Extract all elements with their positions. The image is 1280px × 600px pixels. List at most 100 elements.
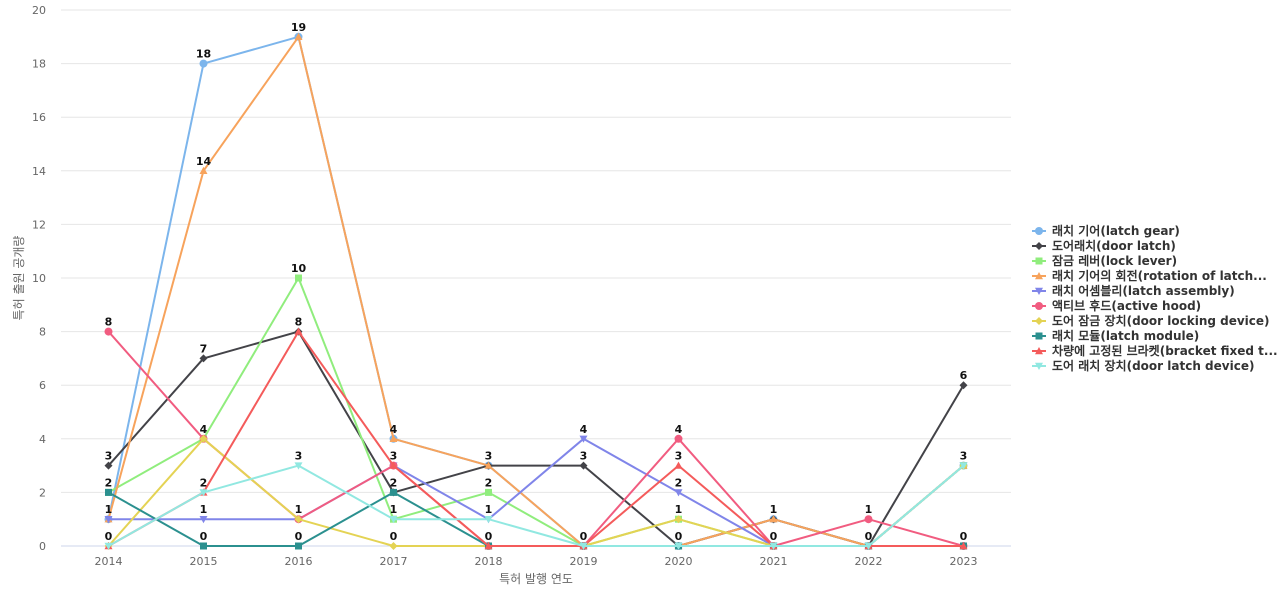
data-label: 6 (960, 369, 968, 382)
legend-item: 도어래치(door latch) (1032, 238, 1176, 253)
data-point (199, 59, 208, 68)
y-tick-label: 16 (32, 111, 46, 124)
legend-symbol (1035, 332, 1043, 340)
data-point (674, 434, 683, 443)
y-tick-label: 4 (39, 433, 46, 446)
data-label: 0 (675, 530, 683, 543)
data-point (104, 516, 113, 524)
legend-item: 잠금 레버(lock lever) (1032, 253, 1177, 268)
data-point (295, 274, 302, 282)
data-label: 4 (390, 423, 398, 436)
data-label: 1 (105, 503, 113, 516)
data-point (294, 32, 303, 40)
data-label: 3 (580, 450, 588, 463)
data-point (769, 515, 778, 523)
data-point (294, 327, 303, 335)
data-label: 8 (295, 316, 303, 329)
y-tick-label: 6 (39, 379, 46, 392)
data-label: 3 (295, 450, 303, 463)
data-label: 14 (196, 155, 212, 168)
data-label: 3 (675, 450, 683, 463)
data-label: 8 (105, 316, 113, 329)
data-point (674, 542, 683, 550)
legend-label: 래치 기어의 회전(rotation of latch... (1052, 268, 1267, 283)
x-tick-label: 2017 (380, 555, 408, 568)
data-label: 2 (105, 476, 113, 489)
legend-item: 차량에 고정된 브라켓(bracket fixed t... (1032, 343, 1278, 358)
legend-symbol (1035, 257, 1043, 265)
data-label: 0 (485, 530, 493, 543)
data-point (674, 489, 683, 497)
data-point (389, 516, 398, 524)
data-point (485, 488, 492, 496)
legend-item: 래치 모듈(latch module) (1032, 328, 1199, 343)
x-tick-label: 2022 (855, 555, 883, 568)
legend-label: 액티브 후드(active hood) (1052, 298, 1201, 313)
axes: 특허 발행 연도 특허 출원 공개량 024681012141618202014… (12, 4, 978, 586)
series-line (107, 35, 965, 547)
data-label: 0 (390, 530, 398, 543)
data-point (389, 434, 398, 442)
data-point (199, 354, 208, 363)
data-label: 2 (390, 476, 398, 489)
data-point (959, 462, 968, 470)
data-point (674, 461, 683, 469)
y-tick-label: 10 (32, 272, 46, 285)
legend-symbol (1035, 362, 1043, 370)
legend-item: 래치 기어(latch gear) (1032, 223, 1180, 238)
legend-label: 래치 모듈(latch module) (1052, 328, 1199, 343)
data-label: 1 (485, 503, 493, 516)
legend-label: 래치 기어(latch gear) (1052, 223, 1180, 238)
series-line (107, 464, 965, 547)
legend-item: 도어 잠금 장치(door locking device) (1032, 313, 1270, 328)
x-tick-label: 2021 (760, 555, 788, 568)
data-labels: 8321018147421019108310432103210430432101… (105, 21, 968, 543)
data-point (484, 542, 493, 550)
data-point (294, 515, 303, 524)
data-point (674, 515, 683, 524)
legend-symbol (1035, 347, 1043, 355)
data-label: 4 (580, 423, 588, 436)
data-label: 0 (200, 530, 208, 543)
y-tick-label: 2 (39, 486, 46, 499)
data-label: 2 (200, 476, 208, 489)
series-lines (104, 32, 968, 550)
x-tick-label: 2023 (950, 555, 978, 568)
data-label: 1 (770, 503, 778, 516)
x-tick-label: 2014 (95, 555, 123, 568)
data-label: 2 (675, 476, 683, 489)
data-point (104, 327, 113, 336)
data-point (579, 461, 588, 470)
grid-lines (61, 9, 1011, 547)
data-point (864, 542, 873, 550)
data-point (579, 435, 588, 443)
data-point (199, 166, 208, 174)
data-label: 1 (865, 503, 873, 516)
data-label: 0 (865, 530, 873, 543)
x-tick-label: 2018 (475, 555, 503, 568)
legend-label: 잠금 레버(lock lever) (1052, 253, 1177, 268)
data-label: 10 (291, 262, 307, 275)
data-point (484, 461, 493, 469)
data-point (390, 488, 397, 496)
data-label: 3 (390, 450, 398, 463)
legend-symbol (1035, 317, 1043, 325)
legend-symbol (1035, 242, 1043, 250)
x-tick-label: 2015 (190, 555, 218, 568)
data-point (104, 461, 113, 470)
legend-symbol (1035, 287, 1043, 295)
data-point (295, 542, 302, 550)
data-point (389, 542, 398, 550)
legend-label: 도어 래치 장치(door latch device) (1052, 358, 1254, 373)
data-label: 7 (200, 342, 208, 355)
data-label: 4 (675, 423, 683, 436)
data-label: 3 (105, 450, 113, 463)
legend-label: 도어래치(door latch) (1052, 238, 1176, 253)
legend-item: 도어 래치 장치(door latch device) (1032, 358, 1254, 373)
y-tick-label: 14 (32, 165, 46, 178)
series-group (104, 32, 968, 550)
data-label: 1 (200, 503, 208, 516)
series-group (104, 32, 968, 550)
data-point (104, 542, 113, 550)
data-point (864, 515, 873, 524)
